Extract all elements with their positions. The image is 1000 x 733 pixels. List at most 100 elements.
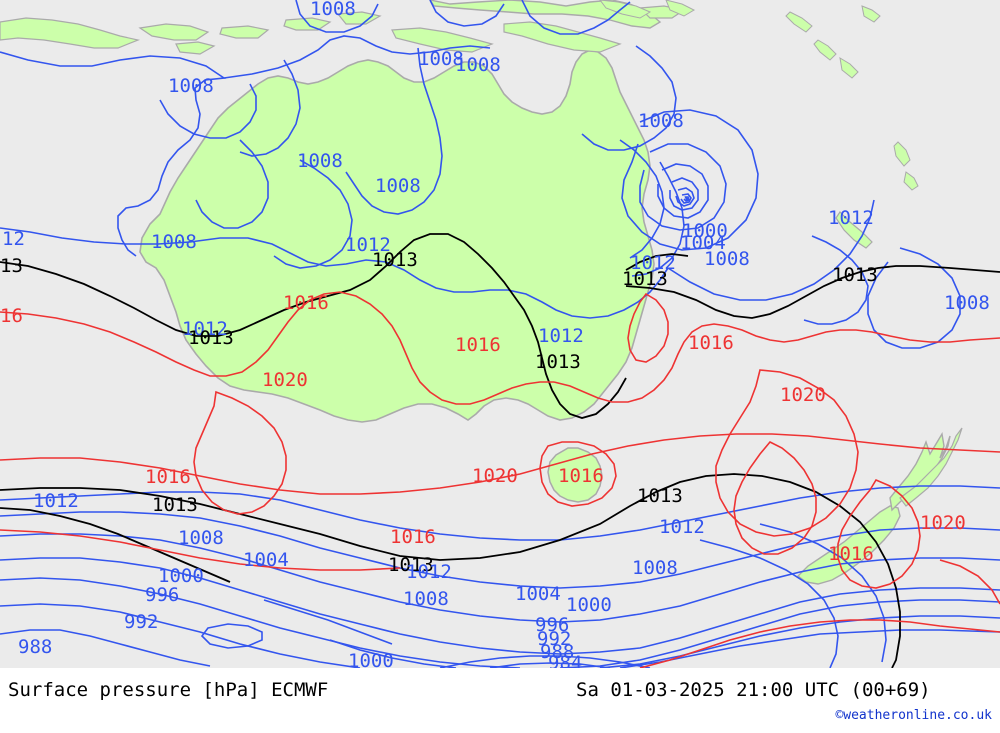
isobar-1008-wa <box>159 83 257 139</box>
isobar-label: 16 <box>0 305 23 327</box>
isobar-1013-south-lower <box>0 507 231 583</box>
isobar-label: 984 <box>548 652 583 669</box>
isobar-1020-bight <box>193 390 287 515</box>
isobar-label: 1000 <box>682 220 728 242</box>
isobar-label: 1004 <box>243 549 289 571</box>
isobar-label: 1020 <box>920 512 966 534</box>
isobar-1012-main <box>0 227 669 319</box>
isobar-label: 1016 <box>688 332 734 354</box>
isobar-label: 1008 <box>168 75 214 97</box>
isobar-1000-se <box>699 539 839 668</box>
isobar-996-south <box>0 577 521 668</box>
footer-title: Surface pressure [hPa] ECMWF <box>8 679 329 701</box>
isobar-label: 992 <box>537 628 572 650</box>
isobar-1016-far-south <box>639 619 1000 668</box>
isobar-label: 1016 <box>390 526 436 548</box>
isobar-label: 1012 <box>406 561 452 583</box>
isobar-label: 12 <box>2 228 25 250</box>
isobar-label: 1000 <box>348 650 394 669</box>
isobar-1008-top <box>295 0 379 33</box>
isobar-1012-vanuatu <box>803 235 869 325</box>
isobar-1004-se <box>759 523 887 663</box>
isobar-1008-interiorB <box>273 159 353 269</box>
new-caledonia-landmass <box>835 211 873 249</box>
isobar-label: 1008 <box>632 557 678 579</box>
footer-valid-time: Sa 01-03-2025 21:00 UTC (00+69) <box>576 679 931 701</box>
isobar-label: 1016 <box>558 465 604 487</box>
isobar-1000-south <box>0 557 1000 655</box>
isobar-1012-south <box>0 485 1000 541</box>
isobar-1012-ne-coast <box>619 139 665 259</box>
isobar-1000-curve <box>263 599 393 645</box>
map-footer: Surface pressure [hPa] ECMWF Sa 01-03-20… <box>0 668 1000 733</box>
isobar-1016-nz <box>733 441 817 555</box>
isobar-996-curve <box>329 639 457 668</box>
isobar-label: 1016 <box>828 543 874 565</box>
isobar-label: 1000 <box>158 565 204 587</box>
isobar-1016-nsw-loop <box>627 292 669 363</box>
isobar-992-south <box>0 603 361 668</box>
isobar-988-south <box>0 629 211 667</box>
isobar-1008-tasman-loop <box>867 247 961 349</box>
isobar-1008-interiorA <box>195 139 269 229</box>
isobar-label: 1013 <box>622 268 668 290</box>
isobar-1008-timor <box>223 35 491 79</box>
isobar-1012-east <box>631 161 685 277</box>
isobar-1012-tasman <box>667 199 875 301</box>
isobar-1020-se-corner <box>939 559 1000 605</box>
isobar-label: 1016 <box>455 334 501 356</box>
isobar-label: 992 <box>124 611 159 633</box>
isobar-label: 1013 <box>152 494 198 516</box>
isobar-1016-south-low <box>0 529 401 571</box>
indonesian-islands <box>0 5 686 55</box>
isobar-1008-gulf <box>581 45 677 151</box>
isobar-label: 1013 <box>188 327 234 349</box>
isobar-988-southB <box>619 629 1000 668</box>
pacific-islands <box>785 5 919 191</box>
isobar-label: 1016 <box>283 292 329 314</box>
surface-pressure-contour-map <box>0 0 1000 668</box>
isobar-1020-nz <box>837 478 921 589</box>
isobar-label: 988 <box>540 641 575 663</box>
isobar-1013-east <box>625 265 1000 319</box>
isobar-1008-topB <box>429 0 505 27</box>
isobar-label: 1008 <box>178 527 224 549</box>
isobars-low-layer <box>0 0 1000 668</box>
isobar-label: 1008 <box>704 248 750 270</box>
isobar-label: 1013 <box>832 264 878 286</box>
isobar-label: 1008 <box>455 54 501 76</box>
isobar-label: 996 <box>145 584 180 606</box>
map-canvas[interactable]: 1008 1008 1008 1008 1008 1008 1008 1008 1004 1000… <box>0 0 1000 668</box>
isobar-label: 1012 <box>659 516 705 538</box>
isobar-992-southB <box>599 615 1000 668</box>
isobar-label: 1013 <box>535 351 581 373</box>
isobar-1008-central <box>345 47 443 215</box>
isobar-label: 988 <box>18 636 53 658</box>
isobar-label: 1004 <box>680 232 726 254</box>
isobar-label: 13 <box>0 255 23 277</box>
isobar-1008-south <box>0 511 1000 589</box>
isobar-label: 1008 <box>310 0 356 20</box>
isobar-label: 1008 <box>151 231 197 253</box>
isobar-label: 1012 <box>345 234 391 256</box>
nz-south-island-landmass <box>796 505 901 585</box>
isobar-label: 1020 <box>262 369 308 391</box>
isobar-996-southB <box>559 599 1000 668</box>
isobar-label: 1013 <box>388 554 434 576</box>
small-islands <box>599 0 696 19</box>
isobar-label: 1008 <box>375 175 421 197</box>
isobar-1004-south <box>0 533 1000 623</box>
isobar-1016-west <box>0 291 554 405</box>
isobar-label: 1004 <box>515 583 561 605</box>
isobar-1016-south <box>0 433 1000 495</box>
isobar-1008-ne <box>521 0 631 35</box>
isobar-label: 1008 <box>638 110 684 132</box>
isobar-label: 1008 <box>418 48 464 70</box>
isobar-1013-west <box>0 233 627 419</box>
isobar-1008-arnhem <box>239 59 301 157</box>
isobar-label: 1016 <box>145 466 191 488</box>
isobars-high-layer <box>0 291 1000 668</box>
tropical-cyclone-isobars <box>621 109 759 251</box>
isobar-1013-south <box>0 473 901 668</box>
